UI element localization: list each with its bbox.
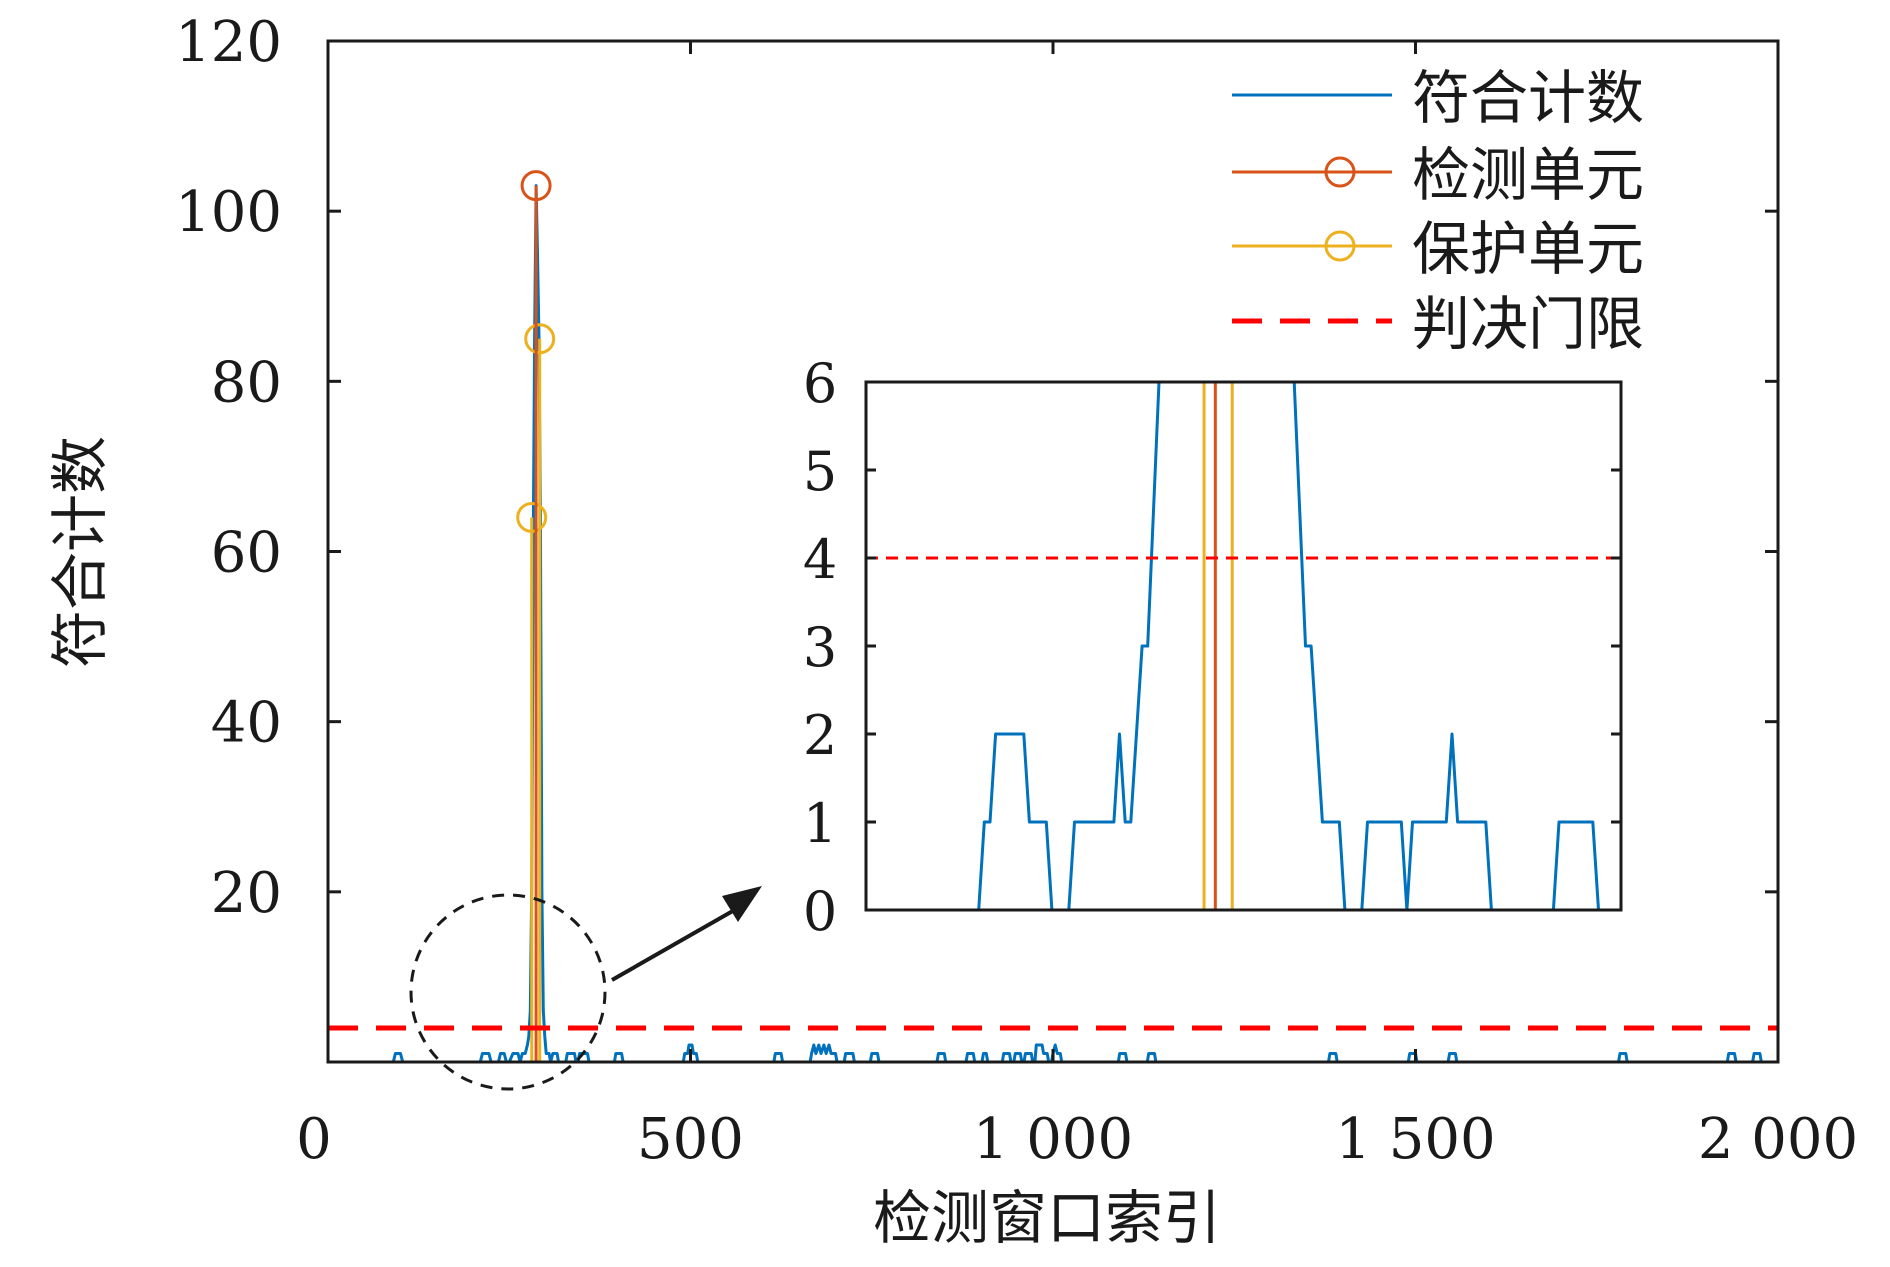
inset-tick-labels-layer: 0 1 2 3 4 5 6 bbox=[803, 352, 837, 943]
inset-y-tick-label: 2 bbox=[803, 704, 837, 767]
y-tick-label: 80 bbox=[211, 350, 282, 415]
inset-ticks-layer bbox=[866, 468, 1621, 824]
y-tick-label: 60 bbox=[211, 521, 282, 586]
y-tick-label: 20 bbox=[211, 861, 282, 926]
detection-cell-marker bbox=[520, 170, 552, 202]
legend-label-detection: 检测单元 bbox=[1412, 141, 1644, 209]
legend-marker-guard bbox=[1324, 230, 1356, 262]
legend-label-threshold: 判决门限 bbox=[1412, 290, 1644, 358]
main-ticks-layer bbox=[328, 41, 1778, 1062]
inset-background bbox=[866, 382, 1621, 910]
zoom-indicator bbox=[409, 886, 762, 1091]
inset-series-line-coincidence bbox=[866, 382, 1621, 910]
legend: 符合计数 检测单元 保护单元 判决门限 bbox=[1232, 64, 1644, 358]
legend-label-coincidence: 符合计数 bbox=[1412, 64, 1644, 132]
x-tick-label: 0 bbox=[296, 1107, 332, 1172]
guard-cell-marker bbox=[524, 323, 556, 355]
zoom-arrow-line bbox=[611, 906, 739, 982]
legend-item-guard: 保护单元 bbox=[1232, 215, 1644, 283]
inset-y-tick-label: 3 bbox=[803, 616, 837, 679]
y-tick-label: 100 bbox=[175, 180, 282, 245]
x-tick-label: 500 bbox=[637, 1107, 744, 1172]
inset-y-tick-label: 5 bbox=[803, 440, 837, 503]
legend-item-detection: 检测单元 bbox=[1232, 141, 1644, 209]
inset-clipped-group bbox=[866, 382, 1621, 910]
inset-y-tick-label: 0 bbox=[803, 880, 837, 943]
inset-plot: 0 1 2 3 4 5 6 bbox=[803, 352, 1623, 943]
guard-cell-marker bbox=[516, 501, 548, 533]
legend-marker-detection bbox=[1324, 156, 1356, 188]
inset-y-tick-label: 4 bbox=[803, 528, 837, 591]
y-tick-label: 40 bbox=[211, 691, 282, 756]
y-axis-label: 符合计数 bbox=[46, 436, 114, 668]
zoom-arrow-head bbox=[722, 886, 762, 922]
x-tick-label: 1 000 bbox=[973, 1107, 1133, 1172]
legend-item-coincidence: 符合计数 bbox=[1232, 64, 1644, 132]
x-tick-label: 1 500 bbox=[1335, 1107, 1495, 1172]
y-tick-label: 120 bbox=[175, 10, 282, 75]
inset-y-tick-label: 1 bbox=[803, 792, 837, 855]
zoom-circle bbox=[409, 893, 607, 1091]
legend-label-guard: 保护单元 bbox=[1412, 215, 1644, 283]
x-axis-label: 检测窗口索引 bbox=[873, 1184, 1221, 1252]
legend-item-threshold: 判决门限 bbox=[1232, 290, 1644, 358]
x-tick-label: 2 000 bbox=[1698, 1107, 1858, 1172]
inset-y-tick-label: 6 bbox=[803, 352, 837, 415]
inset-series-layer bbox=[866, 382, 1621, 910]
